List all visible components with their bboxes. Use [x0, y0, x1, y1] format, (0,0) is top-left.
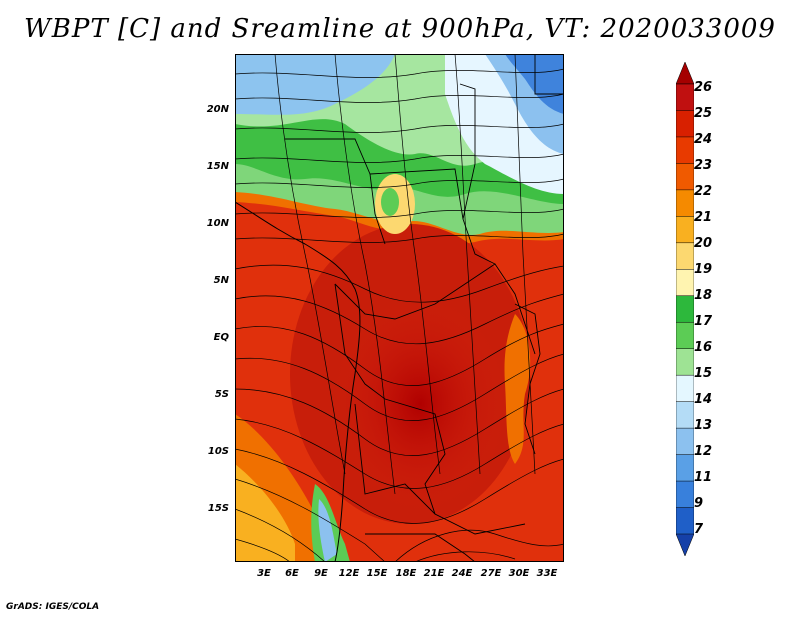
colorbar-swatch	[676, 83, 694, 112]
lat-label: 20N	[206, 104, 229, 115]
footer-credit: GrADS: IGES/COLA	[6, 602, 100, 612]
lat-label: EQ	[213, 332, 229, 343]
map-frame	[235, 54, 564, 562]
colorbar-label: 25	[694, 106, 713, 121]
east-highland	[504, 314, 531, 464]
colorbar-label: 7	[694, 522, 704, 537]
colorbar-swatch	[676, 216, 694, 244]
lon-label: 27E	[480, 568, 502, 579]
colorbar-swatch	[676, 163, 694, 191]
colorbar-swatch	[676, 507, 694, 535]
colorbar-swatch	[676, 269, 694, 297]
colorbar-swatch	[676, 110, 694, 138]
blue-ne-deep	[505, 54, 564, 114]
colorbar-label: 9	[694, 496, 704, 511]
yellow-sw	[235, 464, 295, 562]
colorbar-swatch	[676, 348, 694, 376]
lon-label: 33E	[536, 568, 558, 579]
country-borders	[285, 54, 564, 562]
colorbar-label: 17	[694, 314, 713, 329]
colorbar-swatch	[676, 62, 694, 85]
lat-label: 15N	[206, 161, 229, 172]
blue-sw	[318, 499, 337, 562]
colorbar-label: 23	[694, 158, 713, 173]
lon-label: 30E	[508, 568, 530, 579]
colorbar-label: 12	[694, 444, 713, 459]
coastline	[235, 201, 361, 562]
highland-spot-inner	[381, 188, 399, 216]
colorbar-label: 16	[694, 340, 713, 355]
lat-label: 10N	[206, 218, 229, 229]
colorbar-label: 14	[694, 392, 713, 407]
map-panel	[235, 54, 564, 562]
colorbar-label: 20	[694, 236, 713, 251]
lon-label: 24E	[451, 568, 473, 579]
lon-label: 18E	[395, 568, 417, 579]
colorbar	[676, 62, 694, 556]
map-svg	[235, 54, 564, 562]
lat-label: 10S	[207, 446, 229, 457]
colorbar-label: 15	[694, 366, 713, 381]
blue-nw	[235, 54, 395, 115]
streamlines	[235, 54, 564, 562]
lon-label: 15E	[366, 568, 388, 579]
colorbar-swatch	[676, 401, 694, 429]
colorbar-label: 19	[694, 262, 713, 277]
lon-label: 21E	[423, 568, 445, 579]
lat-label: 5S	[214, 389, 229, 400]
colorbar-label: 22	[694, 184, 713, 199]
lat-label: 5N	[213, 275, 229, 286]
colorbar-swatch	[676, 480, 694, 509]
colorbar-swatch	[676, 454, 694, 482]
colorbar-swatch	[676, 295, 694, 323]
colorbar-swatch	[676, 374, 694, 403]
colorbar-swatch	[676, 533, 694, 556]
colorbar-label: 18	[694, 288, 713, 303]
colorbar-swatch	[676, 321, 694, 350]
colorbar-label: 26	[694, 80, 713, 95]
colorbar-label: 24	[694, 132, 713, 147]
chart-title: WBPT [C] and Sreamline at 900hPa, VT: 20…	[24, 14, 776, 44]
lat-label: 15S	[207, 503, 229, 514]
colorbar-swatch	[676, 427, 694, 456]
lon-label: 9E	[314, 568, 328, 579]
lon-label: 3E	[257, 568, 271, 579]
colorbar-swatch	[676, 242, 694, 271]
lon-label: 6E	[285, 568, 299, 579]
lon-label: 12E	[338, 568, 360, 579]
colorbar-label: 11	[694, 470, 713, 485]
colorbar-label: 13	[694, 418, 713, 433]
colorbar-swatch	[676, 136, 694, 165]
colorbar-label: 21	[694, 210, 713, 225]
hot-core	[330, 294, 510, 514]
colorbar-swatch	[676, 189, 694, 218]
